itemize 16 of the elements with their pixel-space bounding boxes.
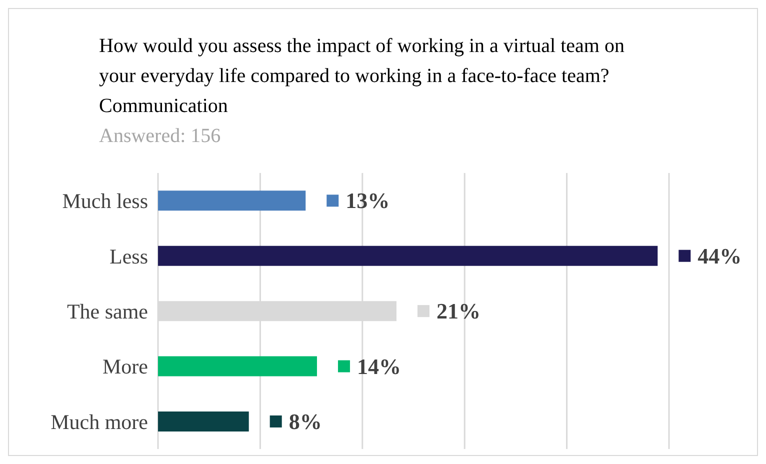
data-label: 21% xyxy=(436,298,480,324)
bar xyxy=(158,356,317,376)
bar xyxy=(158,246,658,266)
y-tick-label: Much less xyxy=(62,189,148,214)
data-label: 44% xyxy=(698,243,742,268)
data-label: 13% xyxy=(346,188,390,214)
data-label: 14% xyxy=(356,354,401,379)
chart-title: How would you assess the impact of working in a virtual team on your everyday life compared to working in a face-to-face team? Communication xyxy=(99,34,626,119)
bar xyxy=(158,190,306,211)
y-tick-label: More xyxy=(102,354,148,379)
y-tick-label: Much more xyxy=(50,410,148,434)
chart-subtitle: Answered: 156 xyxy=(99,124,222,149)
data-label: 8% xyxy=(288,408,322,434)
bar xyxy=(158,411,249,432)
y-tick-label: Less xyxy=(110,244,148,268)
y-tick-label: The same xyxy=(66,299,148,324)
